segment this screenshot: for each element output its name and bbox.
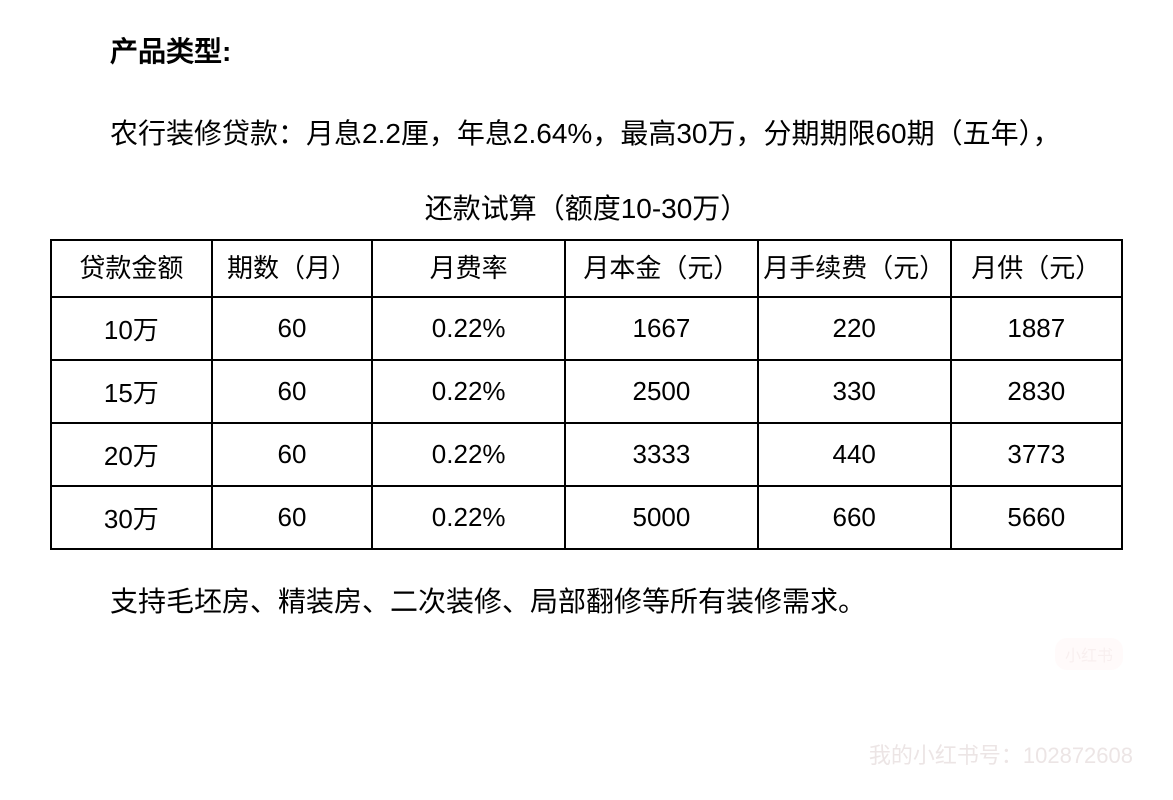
col-monthly-rate: 月费率 <box>372 240 565 297</box>
table-title: 还款试算（额度10-30万） <box>50 187 1123 227</box>
cell-monthly-rate: 0.22% <box>372 360 565 423</box>
cell-monthly-principal: 1667 <box>565 297 758 360</box>
cell-monthly-payment: 1887 <box>951 297 1122 360</box>
cell-monthly-fee: 440 <box>758 423 951 486</box>
watermark-text: 我的小红书号：102872608 <box>869 738 1133 770</box>
cell-monthly-principal: 5000 <box>565 486 758 549</box>
cell-monthly-rate: 0.22% <box>372 297 565 360</box>
cell-monthly-rate: 0.22% <box>372 423 565 486</box>
cell-monthly-payment: 2830 <box>951 360 1122 423</box>
cell-monthly-fee: 220 <box>758 297 951 360</box>
section-heading: 产品类型: <box>50 30 1123 70</box>
col-periods: 期数（月） <box>212 240 373 297</box>
table-header-row: 贷款金额 期数（月） 月费率 月本金（元） 月手续费（元） 月供（元） <box>51 240 1122 297</box>
repayment-table: 贷款金额 期数（月） 月费率 月本金（元） 月手续费（元） 月供（元） 10万 … <box>50 239 1123 550</box>
cell-monthly-fee: 660 <box>758 486 951 549</box>
product-description: 农行装修贷款：月息2.2厘，年息2.64%，最高30万，分期期限60期（五年）， <box>50 100 1123 167</box>
cell-loan-amount: 15万 <box>51 360 212 423</box>
col-monthly-principal: 月本金（元） <box>565 240 758 297</box>
table-row: 15万 60 0.22% 2500 330 2830 <box>51 360 1122 423</box>
cell-periods: 60 <box>212 360 373 423</box>
footer-note: 支持毛坯房、精装房、二次装修、局部翻修等所有装修需求。 <box>50 580 1123 620</box>
col-monthly-payment: 月供（元） <box>951 240 1122 297</box>
watermark-badge: 小红书 <box>1055 638 1123 670</box>
cell-monthly-rate: 0.22% <box>372 486 565 549</box>
cell-monthly-payment: 3773 <box>951 423 1122 486</box>
cell-monthly-principal: 2500 <box>565 360 758 423</box>
cell-loan-amount: 30万 <box>51 486 212 549</box>
col-monthly-fee: 月手续费（元） <box>758 240 951 297</box>
cell-periods: 60 <box>212 486 373 549</box>
table-row: 30万 60 0.22% 5000 660 5660 <box>51 486 1122 549</box>
table-row: 20万 60 0.22% 3333 440 3773 <box>51 423 1122 486</box>
cell-monthly-principal: 3333 <box>565 423 758 486</box>
col-loan-amount: 贷款金额 <box>51 240 212 297</box>
cell-monthly-payment: 5660 <box>951 486 1122 549</box>
cell-loan-amount: 10万 <box>51 297 212 360</box>
cell-periods: 60 <box>212 423 373 486</box>
table-row: 10万 60 0.22% 1667 220 1887 <box>51 297 1122 360</box>
cell-monthly-fee: 330 <box>758 360 951 423</box>
cell-loan-amount: 20万 <box>51 423 212 486</box>
cell-periods: 60 <box>212 297 373 360</box>
